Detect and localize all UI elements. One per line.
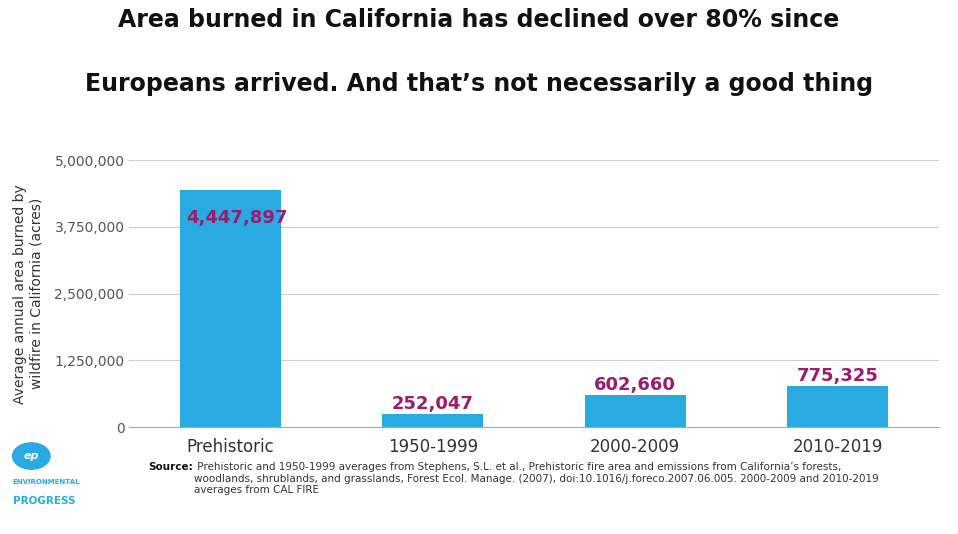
Text: Prehistoric and 1950-1999 averages from Stephens, S.L. et al., Prehistoric fire : Prehistoric and 1950-1999 averages from … <box>194 462 878 495</box>
Bar <box>584 395 686 427</box>
Bar <box>382 414 484 427</box>
Circle shape <box>12 443 50 469</box>
Text: 775,325: 775,325 <box>797 367 878 385</box>
Text: 602,660: 602,660 <box>594 376 676 394</box>
Text: Area burned in California has declined over 80% since: Area burned in California has declined o… <box>119 8 839 32</box>
Text: 252,047: 252,047 <box>392 395 474 413</box>
Text: Source:: Source: <box>148 462 194 472</box>
Text: Europeans arrived. And that’s not necessarily a good thing: Europeans arrived. And that’s not necess… <box>85 72 873 96</box>
Text: ENVIRONMENTAL: ENVIRONMENTAL <box>12 480 80 485</box>
Bar <box>787 386 888 427</box>
Text: ep: ep <box>24 451 39 461</box>
Bar <box>180 190 281 427</box>
Text: 4,447,897: 4,447,897 <box>186 209 287 227</box>
Text: PROGRESS: PROGRESS <box>12 496 75 506</box>
Y-axis label: Average annual area burned by
wildfire in California (acres): Average annual area burned by wildfire i… <box>13 184 43 404</box>
